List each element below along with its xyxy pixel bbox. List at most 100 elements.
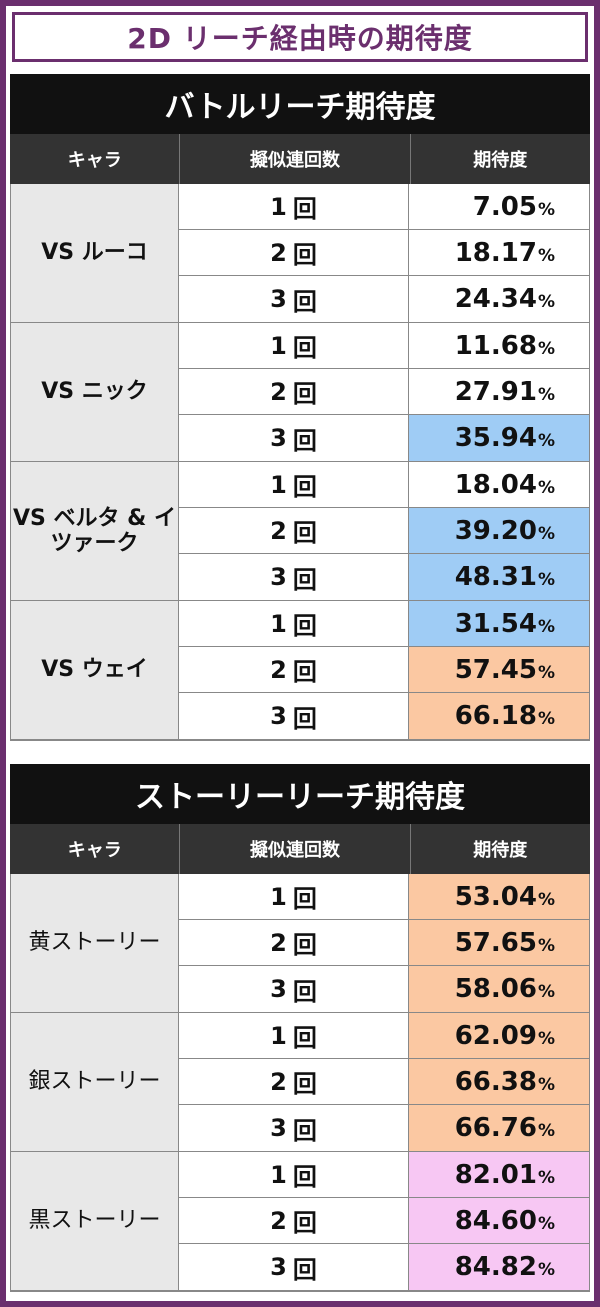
- header-rate: 期待度: [473, 150, 528, 171]
- table-row: 1 回 11.68%: [179, 323, 589, 369]
- count-unit: 回: [292, 1024, 317, 1052]
- rate-cell: 66.38%: [409, 1059, 589, 1104]
- count-number: 2: [270, 238, 287, 267]
- percent-sign: %: [537, 338, 555, 359]
- table-header: キャラ 擬似連回数 期待度: [10, 824, 590, 874]
- header-count: 擬似連回数: [180, 134, 411, 184]
- count-number: 1: [270, 470, 287, 499]
- chara-name: 銀ストーリー: [11, 1013, 179, 1151]
- section-title: バトルリーチ期待度: [10, 74, 590, 134]
- page-title: 2D リーチ経由時の期待度: [12, 12, 588, 62]
- rate-cell: 18.04%: [409, 462, 589, 507]
- table-row: 2 回 27.91%: [179, 369, 589, 415]
- count-number: 1: [270, 1160, 287, 1189]
- rate-value: 84.82: [454, 1252, 537, 1282]
- rate-cell: 84.60%: [409, 1198, 589, 1243]
- table-row: 2 回 18.17%: [179, 230, 589, 276]
- table-row: 1 回 53.04%: [179, 874, 589, 920]
- rate-cell: 18.17%: [409, 230, 589, 275]
- table-row: 2 回 57.45%: [179, 647, 589, 693]
- rate-cell: 62.09%: [409, 1013, 589, 1058]
- table-body: 黄ストーリー 1 回 53.04% 2 回 57.65% 3 回 58.06% 銀ストーリー 1 回 62…: [10, 874, 590, 1292]
- count-number: 1: [270, 192, 287, 221]
- rate-value: 48.31: [454, 562, 537, 592]
- percent-sign: %: [537, 431, 555, 451]
- table-row: 3 回 48.31%: [179, 554, 589, 600]
- rate-value: 66.76: [454, 1113, 537, 1143]
- rate-value: 66.18: [454, 701, 537, 731]
- count-unit: 回: [292, 334, 317, 362]
- rate-cell: 66.76%: [409, 1105, 589, 1151]
- count-number: 3: [270, 1114, 287, 1142]
- chara-group: 銀ストーリー 1 回 62.09% 2 回 66.38% 3 回 66.76%: [11, 1013, 589, 1152]
- rate-cell: 11.68%: [409, 323, 589, 368]
- count-number: 3: [270, 702, 287, 730]
- rate-value: 18.17: [454, 237, 537, 268]
- chara-rows: 1 回 62.09% 2 回 66.38% 3 回 66.76%: [179, 1013, 589, 1151]
- count-unit: 回: [292, 241, 317, 269]
- chara-group: VS ルーコ 1 回 7.05% 2 回 18.17% 3 回 24.34%: [11, 184, 589, 323]
- chara-rows: 1 回 82.01% 2 回 84.60% 3 回 84.82%: [179, 1152, 589, 1290]
- chara-name: 黒ストーリー: [11, 1152, 179, 1290]
- chara-group: 黄ストーリー 1 回 53.04% 2 回 57.65% 3 回 58.06%: [11, 874, 589, 1013]
- table-row: 2 回 66.38%: [179, 1059, 589, 1105]
- rate-value: 82.01: [454, 1159, 537, 1190]
- chara-rows: 1 回 11.68% 2 回 27.91% 3 回 35.94%: [179, 323, 589, 461]
- count-unit: 回: [292, 287, 317, 316]
- table-row: 1 回 18.04%: [179, 462, 589, 508]
- rate-value: 84.60: [454, 1205, 537, 1236]
- rate-value: 7.05: [472, 191, 537, 222]
- section-title: ストーリーリーチ期待度: [10, 764, 590, 824]
- count-unit: 回: [292, 195, 317, 223]
- table-row: 3 回 66.18%: [179, 693, 589, 739]
- count-unit: 回: [292, 977, 317, 1006]
- percent-sign: %: [537, 1167, 555, 1188]
- battle-reach-section: バトルリーチ期待度 キャラ 擬似連回数 期待度 VS ルーコ 1 回 7.05% 2 回 18.17…: [10, 74, 590, 741]
- count-number: 1: [270, 882, 287, 911]
- percent-sign: %: [537, 570, 555, 590]
- rate-value: 24.34: [454, 284, 537, 314]
- chara-group: VS ベルタ & イツァーク 1 回 18.04% 2 回 39.20% 3 回 48.31%: [11, 462, 589, 601]
- count-unit: 回: [292, 565, 317, 594]
- percent-sign: %: [537, 1213, 555, 1234]
- table-row: 1 回 82.01%: [179, 1152, 589, 1198]
- count-unit: 回: [292, 612, 317, 640]
- table-header: キャラ 擬似連回数 期待度: [10, 134, 590, 184]
- count-unit: 回: [292, 473, 317, 501]
- table-row: 3 回 35.94%: [179, 415, 589, 461]
- count-unit: 回: [292, 1209, 317, 1237]
- count-number: 2: [270, 516, 287, 545]
- rate-cell: 84.82%: [409, 1244, 589, 1290]
- count-number: 2: [270, 1206, 287, 1235]
- table-row: 3 回 58.06%: [179, 966, 589, 1012]
- rate-cell: 48.31%: [409, 554, 589, 600]
- rate-cell: 27.91%: [409, 369, 589, 414]
- rate-value: 62.09: [454, 1020, 537, 1051]
- rate-cell: 31.54%: [409, 601, 589, 646]
- table-row: 2 回 39.20%: [179, 508, 589, 554]
- rate-value: 57.65: [454, 927, 537, 958]
- count-number: 3: [270, 1253, 287, 1281]
- percent-sign: %: [537, 1260, 555, 1280]
- header-rate: 期待度: [473, 840, 528, 861]
- chara-name: VS ベルタ & イツァーク: [11, 462, 179, 600]
- header-chara: キャラ: [10, 134, 181, 184]
- header-chara: キャラ: [10, 824, 181, 874]
- chara-group: VS ニック 1 回 11.68% 2 回 27.91% 3 回 35.94%: [11, 323, 589, 462]
- percent-sign: %: [537, 889, 555, 910]
- count-unit: 回: [292, 885, 317, 913]
- chara-group: VS ウェイ 1 回 31.54% 2 回 57.45% 3 回 66.18%: [11, 601, 589, 740]
- count-number: 3: [270, 285, 287, 313]
- rate-cell: 53.04%: [409, 874, 589, 919]
- percent-sign: %: [537, 523, 555, 544]
- count-unit: 回: [292, 426, 317, 455]
